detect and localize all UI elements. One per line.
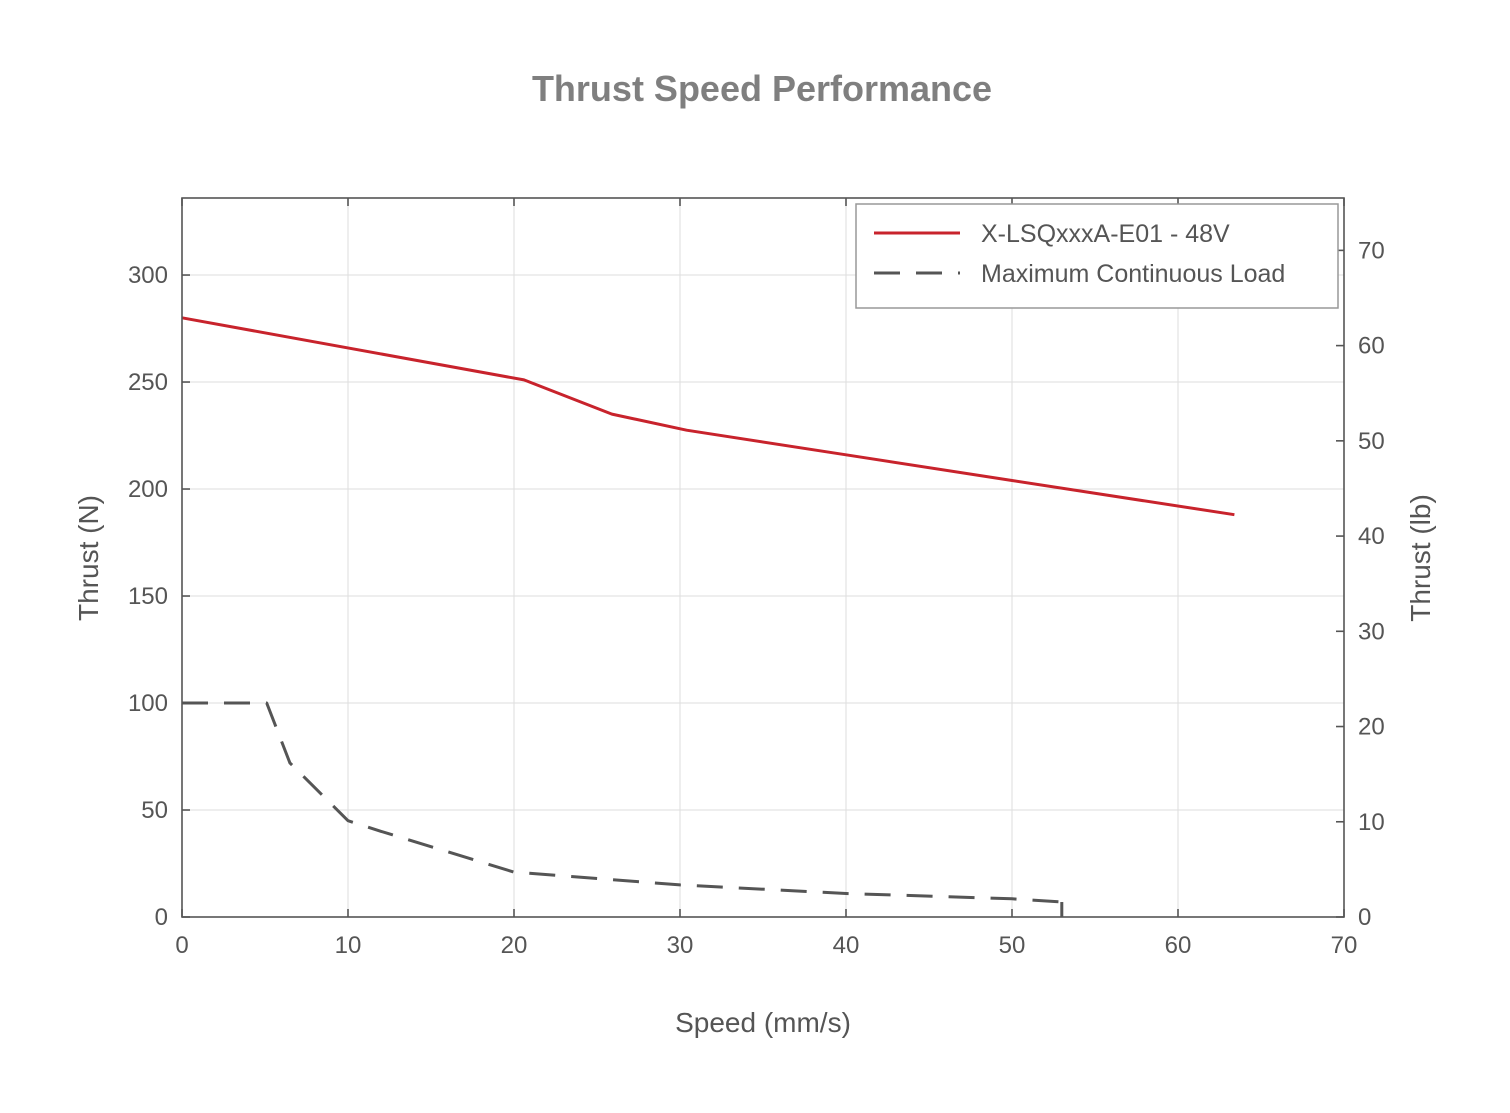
legend-label-series-1: X-LSQxxxA-E01 - 48V xyxy=(981,220,1230,248)
y-axis-label: Thrust (N) xyxy=(73,495,104,621)
y-tick-label: 150 xyxy=(128,583,168,610)
series-lines xyxy=(181,316,1235,917)
y2-tick-label: 40 xyxy=(1358,523,1385,550)
y-tick-label: 100 xyxy=(128,690,168,717)
x-tick-label: 70 xyxy=(1331,932,1358,959)
x-axis-label: Speed (mm/s) xyxy=(675,1007,851,1038)
y2-tick-label: 50 xyxy=(1358,428,1385,455)
grid-lines xyxy=(181,198,1345,918)
y-tick-label: 50 xyxy=(141,797,168,824)
chart-title: Thrust Speed Performance xyxy=(532,68,992,109)
x-tick-label: 40 xyxy=(833,932,860,959)
x-tick-label: 30 xyxy=(667,932,694,959)
x-tick-label: 0 xyxy=(175,932,188,959)
y-tick-label: 0 xyxy=(155,904,168,931)
x-tick-label: 20 xyxy=(501,932,528,959)
y-tick-label: 300 xyxy=(128,262,168,289)
y2-tick-label: 20 xyxy=(1358,714,1385,741)
plot-frame xyxy=(181,197,1345,918)
legend: X-LSQxxxA-E01 - 48V Maximum Continuous L… xyxy=(855,203,1339,309)
series-line-1 xyxy=(181,316,1235,517)
legend-box xyxy=(855,203,1339,309)
y2-tick-label: 0 xyxy=(1358,904,1371,931)
series-line-2 xyxy=(182,701,1062,904)
y-tick-label: 200 xyxy=(128,476,168,503)
x-tick-label: 50 xyxy=(999,932,1026,959)
y2-tick-label: 70 xyxy=(1358,237,1385,264)
axis-ticks: 0 10 20 30 40 50 60 700501001502002503000102030… xyxy=(128,198,1385,959)
y2-axis-label: Thrust (lb) xyxy=(1405,494,1436,622)
x-tick-label: 10 xyxy=(335,932,362,959)
legend-label-series-2: Maximum Continuous Load xyxy=(981,260,1285,288)
y2-tick-label: 10 xyxy=(1358,809,1385,836)
x-tick-label: 60 xyxy=(1165,932,1192,959)
y2-tick-label: 60 xyxy=(1358,333,1385,360)
y2-tick-label: 30 xyxy=(1358,618,1385,645)
y-tick-label: 250 xyxy=(128,369,168,396)
